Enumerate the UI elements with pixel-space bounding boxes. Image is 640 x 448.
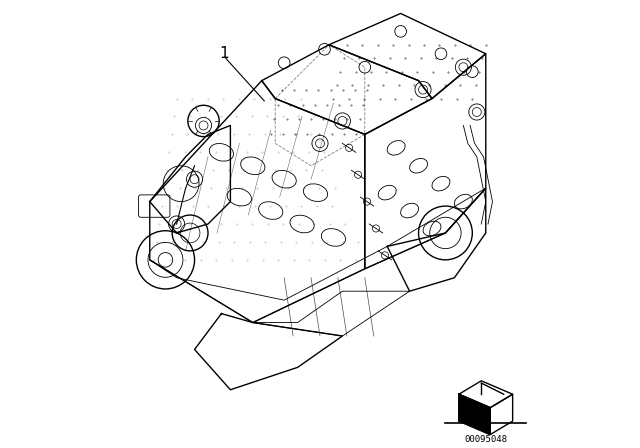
Polygon shape [459, 394, 490, 435]
Text: 00095048: 00095048 [464, 435, 508, 444]
Text: 1: 1 [219, 46, 228, 61]
